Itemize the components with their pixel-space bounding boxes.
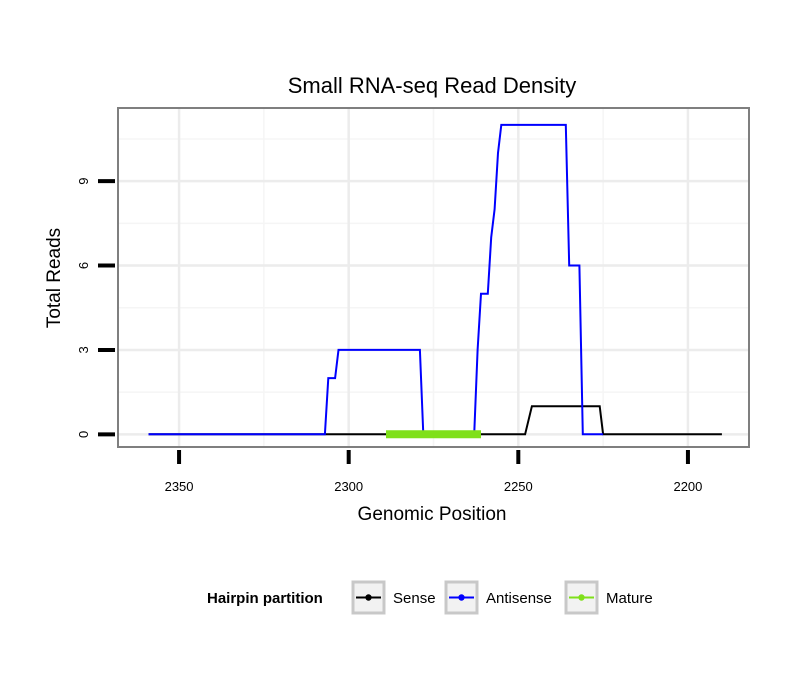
legend-title: Hairpin partition	[207, 590, 323, 607]
legend-label-antisense: Antisense	[486, 590, 552, 607]
y-axis-label: Total Reads	[44, 228, 65, 328]
x-tick-label: 2350	[165, 479, 194, 494]
y-tick-label: 3	[76, 346, 91, 353]
legend-label-sense: Sense	[393, 590, 436, 607]
x-tick-label: 2300	[334, 479, 363, 494]
plot-border	[117, 107, 750, 448]
legend-key-dot	[578, 594, 585, 601]
x-tick-label: 2200	[673, 479, 702, 494]
x-axis-label: Genomic Position	[358, 504, 507, 525]
y-tick-label: 6	[76, 262, 91, 269]
read-series	[148, 123, 722, 439]
grid-lines	[118, 108, 749, 447]
y-tick-label: 0	[76, 431, 91, 438]
chart-title: Small RNA-seq Read Density	[288, 73, 577, 98]
antisense-series-line	[148, 123, 604, 436]
y-axis: 0 3 6 9	[76, 178, 115, 438]
legend: Hairpin partition Sense Antisense Mature	[207, 580, 653, 615]
legend-key-dot	[365, 594, 372, 601]
x-axis: 2350 2300 2250 2200	[165, 450, 702, 494]
legend-key-dot	[458, 594, 465, 601]
legend-label-mature: Mature	[606, 590, 653, 607]
x-tick-label: 2250	[504, 479, 533, 494]
y-tick-label: 9	[76, 178, 91, 185]
